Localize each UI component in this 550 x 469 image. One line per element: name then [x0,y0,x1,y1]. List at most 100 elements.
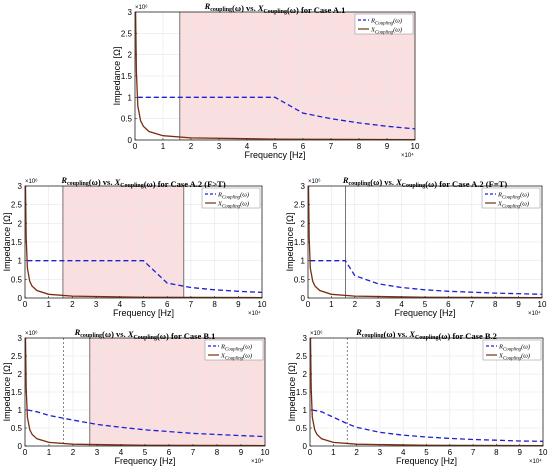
x-tick-label: 9 [517,448,522,457]
series-x-coupling [24,185,263,299]
x-tick-label: 6 [165,300,170,309]
legend: RCoupling(ω)XCoupling(ω) [481,187,541,210]
x-tick-label: 3 [376,300,381,309]
y-tick-label: 1 [128,93,133,102]
y-tick-label: 2 [18,370,23,379]
x-tick-label: 8 [494,448,499,457]
y-tick-label: 3 [128,8,133,17]
chart-title: Rcoupling(ω) vs. XCoupling(ω) for Case A… [60,175,225,189]
y-multiplier: ×10⁶ [25,178,38,185]
x-multiplier: ×10⁴ [248,310,261,317]
y-tick-label: 3 [303,334,308,343]
x-tick-label: 10 [539,448,548,457]
x-tick-label: 9 [385,142,390,151]
y-tick-label: 1.5 [11,238,23,247]
x-multiplier: ×10⁴ [251,458,264,465]
x-tick-label: 6 [167,448,172,457]
x-tick-label: 10 [538,300,547,309]
x-tick-label: 0 [23,300,28,309]
y-tick-label: 1.5 [294,238,306,247]
legend-entry: RCoupling(ω) [217,192,249,201]
x-tick-label: 8 [357,142,362,151]
series-x-coupling [134,11,416,141]
y-tick-label: 1 [301,257,306,266]
x-tick-label: 7 [471,448,476,457]
x-tick-label: 8 [215,448,220,457]
x-tick-label: 0 [133,142,138,151]
y-tick-label: 0 [18,442,23,451]
x-axis-label: Frequency [Hz] [396,456,457,466]
legend-box [354,13,414,35]
y-tick-label: 1.5 [121,72,133,81]
y-axis-label: Impedance [Ω] [287,363,297,422]
x-tick-label: 5 [423,300,428,309]
legend-entry: RCoupling(ω) [497,192,529,201]
legend-entry: RCoupling(ω) [220,344,252,353]
x-tick-label: 0 [306,300,311,309]
x-axis-label: Frequency [Hz] [244,150,305,160]
legend-box [204,339,264,361]
x-tick-label: 1 [46,300,51,309]
y-tick-label: 2.5 [121,29,133,38]
series-r-coupling [137,96,416,130]
x-tick-label: 2 [189,142,194,151]
y-tick-label: 0 [303,442,308,451]
y-multiplier: ×10⁶ [310,330,323,337]
x-tick-label: 4 [119,448,124,457]
x-tick-label: 9 [239,448,244,457]
y-tick-label: 2.5 [11,352,23,361]
legend-entry: XCoupling(ω) [370,27,402,36]
x-multiplier: ×10⁴ [528,310,541,317]
series-r-coupling [27,260,263,294]
x-tick-label: 9 [516,300,521,309]
series-r-coupling [27,409,266,438]
y-axis-label: Impedance [Ω] [2,363,12,422]
x-tick-label: 0 [308,448,313,457]
x-tick-label: 7 [189,300,194,309]
y-tick-label: 3 [301,182,306,191]
x-tick-label: 5 [141,300,146,309]
legend-entry: XCoupling(ω) [498,353,530,362]
x-tick-label: 4 [399,300,404,309]
x-tick-label: 1 [47,448,52,457]
y-tick-label: 2.5 [294,201,306,210]
y-tick-label: 1 [303,406,308,415]
y-tick-label: 2 [303,370,308,379]
y-axis-label: Impedance [Ω] [2,213,12,272]
chart-title: Rcoupling(ω) vs. XCoupling(ω) for Case B… [74,327,216,341]
x-tick-label: 8 [493,300,498,309]
x-tick-label: 5 [273,142,278,151]
x-tick-label: 3 [378,448,383,457]
y-tick-label: 3 [18,182,23,191]
legend-entry: XCoupling(ω) [220,353,252,362]
x-tick-label: 2 [353,300,358,309]
y-tick-label: 1.5 [296,388,308,397]
y-tick-label: 2 [128,51,133,60]
x-tick-label: 4 [245,142,250,151]
chart-title: Rcoupling(ω) vs. XCoupling(ω) for Case B… [355,327,497,341]
series-x-coupling [307,185,543,299]
series-x-coupling [309,337,544,447]
x-tick-label: 3 [95,448,100,457]
x-tick-label: 0 [23,448,28,457]
y-tick-label: 2.5 [11,201,23,210]
x-tick-label: 2 [354,448,359,457]
y-tick-label: 0.5 [296,424,308,433]
legend: RCoupling(ω)XCoupling(ω) [354,13,414,36]
series-r-coupling [312,409,544,442]
chart-title: Rcoupling(ω) vs. XCoupling(ω) for Case A… [204,1,346,15]
y-multiplier: ×10⁶ [308,178,321,185]
x-tick-label: 10 [258,300,267,309]
x-tick-label: 2 [71,448,76,457]
legend-entry: RCoupling(ω) [498,344,530,353]
y-tick-label: 2 [301,219,306,228]
x-tick-label: 7 [191,448,196,457]
x-tick-label: 7 [470,300,475,309]
y-tick-label: 0.5 [11,275,23,284]
legend: RCoupling(ω)XCoupling(ω) [204,339,264,362]
